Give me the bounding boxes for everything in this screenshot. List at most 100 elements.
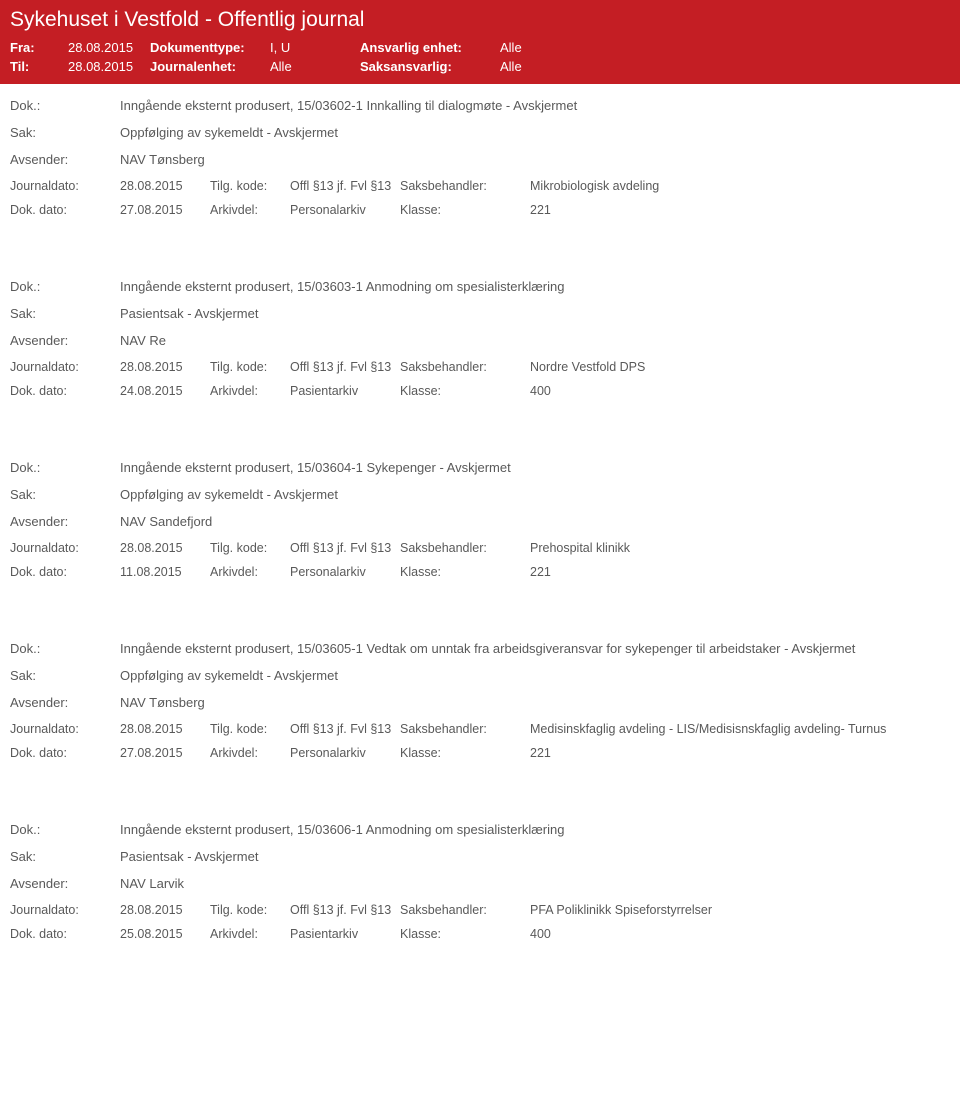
value-dok: Inngående eksternt produsert, 15/03603-1… <box>120 279 950 294</box>
value-dok-dato: 11.08.2015 <box>120 565 210 579</box>
label-klasse: Klasse: <box>400 203 530 217</box>
value-fra: 28.08.2015 <box>68 40 150 55</box>
label-arkivdel: Arkivdel: <box>210 384 290 398</box>
label-til: Til: <box>10 59 68 74</box>
value-avsender: NAV Tønsberg <box>120 152 950 167</box>
label-journaldato: Journaldato: <box>10 903 120 917</box>
value-arkivdel: Personalarkiv <box>290 565 400 579</box>
row-dok: Dok.: Inngående eksternt produsert, 15/0… <box>10 641 950 656</box>
value-tilg-kode: Offl §13 jf. Fvl §13 <box>290 541 400 555</box>
label-fra: Fra: <box>10 40 68 55</box>
label-avsender: Avsender: <box>10 333 120 348</box>
value-klasse: 221 <box>530 203 950 217</box>
value-journaldato: 28.08.2015 <box>120 360 210 374</box>
journal-entry: Dok.: Inngående eksternt produsert, 15/0… <box>0 446 960 597</box>
value-tilg-kode: Offl §13 jf. Fvl §13 <box>290 722 400 736</box>
entry-gap <box>0 597 960 627</box>
label-sak: Sak: <box>10 849 120 864</box>
value-dokumenttype: I, U <box>270 40 360 55</box>
row-meta1: Journaldato: 28.08.2015 Tilg. kode: Offl… <box>10 903 950 917</box>
value-tilg-kode: Offl §13 jf. Fvl §13 <box>290 903 400 917</box>
value-sak: Pasientsak - Avskjermet <box>120 849 950 864</box>
label-dok-dato: Dok. dato: <box>10 746 120 760</box>
label-arkivdel: Arkivdel: <box>210 927 290 941</box>
journal-entry: Dok.: Inngående eksternt produsert, 15/0… <box>0 808 960 959</box>
value-dok-dato: 27.08.2015 <box>120 203 210 217</box>
value-sak: Oppfølging av sykemeldt - Avskjermet <box>120 487 950 502</box>
label-tilg-kode: Tilg. kode: <box>210 541 290 555</box>
row-avsender: Avsender: NAV Sandefjord <box>10 514 950 529</box>
label-saksbehandler: Saksbehandler: <box>400 360 530 374</box>
value-journaldato: 28.08.2015 <box>120 179 210 193</box>
value-klasse: 221 <box>530 565 950 579</box>
value-arkivdel: Pasientarkiv <box>290 927 400 941</box>
label-sak: Sak: <box>10 125 120 140</box>
entry-gap <box>0 778 960 808</box>
row-meta2: Dok. dato: 27.08.2015 Arkivdel: Personal… <box>10 203 950 217</box>
row-avsender: Avsender: NAV Larvik <box>10 876 950 891</box>
label-tilg-kode: Tilg. kode: <box>210 360 290 374</box>
row-avsender: Avsender: NAV Tønsberg <box>10 152 950 167</box>
label-tilg-kode: Tilg. kode: <box>210 903 290 917</box>
value-saksbehandler: Mikrobiologisk avdeling <box>530 179 950 193</box>
label-avsender: Avsender: <box>10 876 120 891</box>
label-sak: Sak: <box>10 306 120 321</box>
value-saksbehandler: PFA Poliklinikk Spiseforstyrrelser <box>530 903 950 917</box>
value-klasse: 400 <box>530 927 950 941</box>
label-dok-dato: Dok. dato: <box>10 384 120 398</box>
header-row-fra: Fra: 28.08.2015 Dokumenttype: I, U Ansva… <box>10 40 950 55</box>
value-saksbehandler: Prehospital klinikk <box>530 541 950 555</box>
label-tilg-kode: Tilg. kode: <box>210 179 290 193</box>
value-avsender: NAV Sandefjord <box>120 514 950 529</box>
label-dok-dato: Dok. dato: <box>10 927 120 941</box>
label-avsender: Avsender: <box>10 695 120 710</box>
value-avsender: NAV Larvik <box>120 876 950 891</box>
label-arkivdel: Arkivdel: <box>210 203 290 217</box>
label-saksansvarlig: Saksansvarlig: <box>360 59 500 74</box>
label-dok: Dok.: <box>10 460 120 475</box>
row-meta2: Dok. dato: 25.08.2015 Arkivdel: Pasienta… <box>10 927 950 941</box>
row-dok: Dok.: Inngående eksternt produsert, 15/0… <box>10 822 950 837</box>
row-sak: Sak: Oppfølging av sykemeldt - Avskjerme… <box>10 668 950 683</box>
value-saksbehandler: Nordre Vestfold DPS <box>530 360 950 374</box>
label-journaldato: Journaldato: <box>10 360 120 374</box>
label-sak: Sak: <box>10 668 120 683</box>
value-saksansvarlig: Alle <box>500 59 522 74</box>
row-dok: Dok.: Inngående eksternt produsert, 15/0… <box>10 279 950 294</box>
value-sak: Oppfølging av sykemeldt - Avskjermet <box>120 668 950 683</box>
label-arkivdel: Arkivdel: <box>210 746 290 760</box>
value-journaldato: 28.08.2015 <box>120 541 210 555</box>
row-meta1: Journaldato: 28.08.2015 Tilg. kode: Offl… <box>10 179 950 193</box>
value-saksbehandler: Medisinskfaglig avdeling - LIS/Medisisns… <box>530 722 950 736</box>
label-dok: Dok.: <box>10 641 120 656</box>
label-dok-dato: Dok. dato: <box>10 565 120 579</box>
value-dok: Inngående eksternt produsert, 15/03602-1… <box>120 98 950 113</box>
entry-gap <box>0 235 960 265</box>
row-meta2: Dok. dato: 27.08.2015 Arkivdel: Personal… <box>10 746 950 760</box>
value-ansvarlig-enhet: Alle <box>500 40 522 55</box>
label-arkivdel: Arkivdel: <box>210 565 290 579</box>
value-avsender: NAV Tønsberg <box>120 695 950 710</box>
page-header: Sykehuset i Vestfold - Offentlig journal… <box>0 0 960 84</box>
header-row-til: Til: 28.08.2015 Journalenhet: Alle Saksa… <box>10 59 950 74</box>
value-journaldato: 28.08.2015 <box>120 722 210 736</box>
label-dok: Dok.: <box>10 98 120 113</box>
journal-entry: Dok.: Inngående eksternt produsert, 15/0… <box>0 627 960 778</box>
entry-gap <box>0 416 960 446</box>
row-meta2: Dok. dato: 11.08.2015 Arkivdel: Personal… <box>10 565 950 579</box>
row-sak: Sak: Oppfølging av sykemeldt - Avskjerme… <box>10 125 950 140</box>
value-dok: Inngående eksternt produsert, 15/03606-1… <box>120 822 950 837</box>
label-dok-dato: Dok. dato: <box>10 203 120 217</box>
row-avsender: Avsender: NAV Re <box>10 333 950 348</box>
label-journaldato: Journaldato: <box>10 541 120 555</box>
value-tilg-kode: Offl §13 jf. Fvl §13 <box>290 179 400 193</box>
label-journalenhet: Journalenhet: <box>150 59 270 74</box>
value-dok-dato: 25.08.2015 <box>120 927 210 941</box>
label-klasse: Klasse: <box>400 746 530 760</box>
row-sak: Sak: Oppfølging av sykemeldt - Avskjerme… <box>10 487 950 502</box>
row-meta1: Journaldato: 28.08.2015 Tilg. kode: Offl… <box>10 541 950 555</box>
row-dok: Dok.: Inngående eksternt produsert, 15/0… <box>10 98 950 113</box>
value-journalenhet: Alle <box>270 59 360 74</box>
journal-entry: Dok.: Inngående eksternt produsert, 15/0… <box>0 84 960 235</box>
value-dok: Inngående eksternt produsert, 15/03605-1… <box>120 641 950 656</box>
